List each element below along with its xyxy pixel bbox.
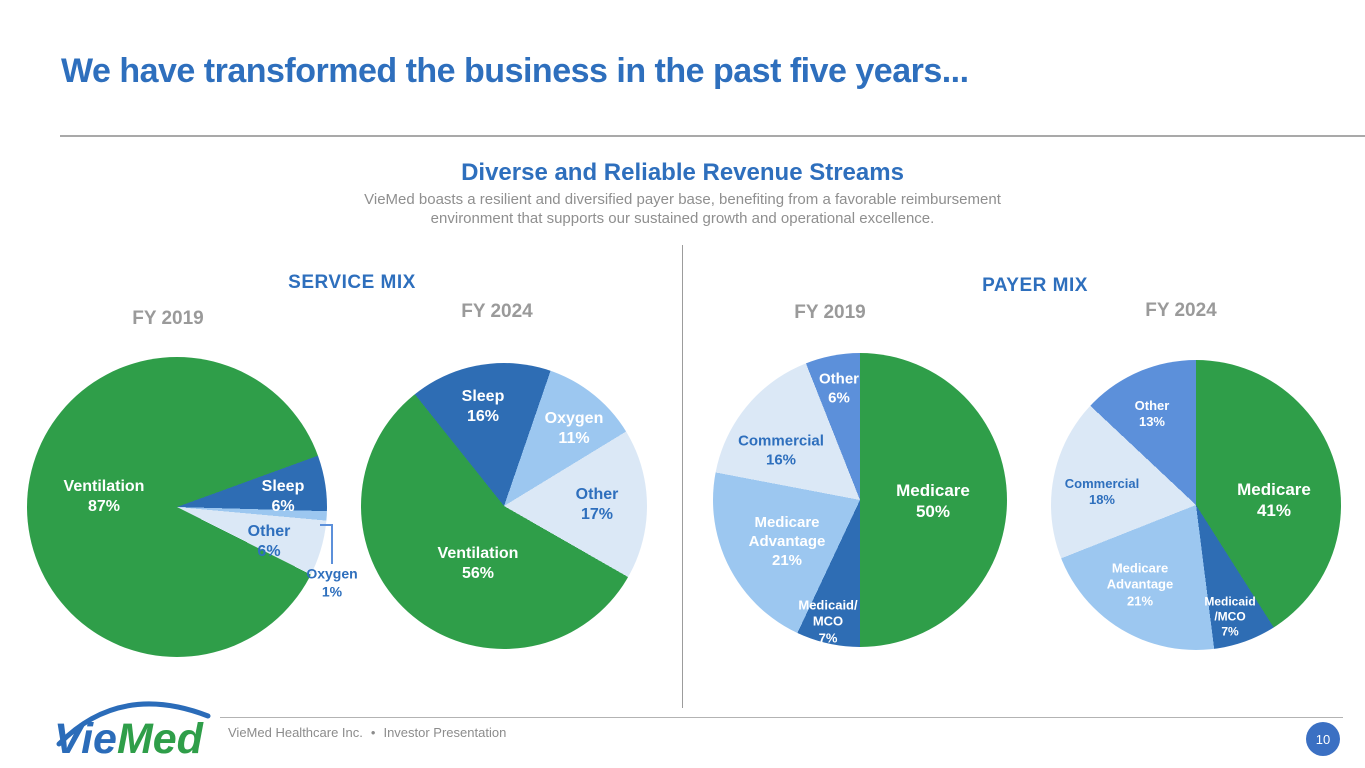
- pie-label-medicare-advantage-2024: Medicare Advantage 21%: [1106, 560, 1174, 609]
- logo-swoosh: [56, 701, 211, 747]
- pie-label-commercial-2024: Commercial 18%: [1064, 475, 1140, 507]
- pie-label-oxygen-2019: Oxygen 1%: [306, 565, 358, 600]
- pie-label-ventilation-2019: Ventilation 87%: [63, 478, 145, 515]
- slide-title: We have transformed the business in the …: [61, 52, 969, 90]
- pie-payer-2019: [713, 353, 1007, 647]
- payer-mix-heading: PAYER MIX: [982, 275, 1088, 296]
- pie-service-2019: [27, 357, 327, 657]
- pie-label-other-2024: Other 17%: [575, 486, 619, 523]
- fy-label-payer-2024: FY 2024: [1145, 300, 1217, 321]
- pie-payer-2024: [1051, 360, 1341, 650]
- page-number-badge: 10: [1306, 722, 1340, 756]
- pie-label-other-2019: Other 6%: [247, 523, 291, 560]
- pie-service-2024: [361, 363, 647, 649]
- pie-label-sleep-2024: Sleep 16%: [461, 388, 505, 425]
- pie-label-medicare-advantage-2019: Medicare Advantage 21%: [748, 513, 826, 569]
- company-name: VieMed Healthcare Inc.: [228, 725, 363, 740]
- pie-label-ventilation-2024: Ventilation 56%: [437, 545, 519, 582]
- pie-label-commercial-2019: Commercial 16%: [738, 432, 824, 468]
- footer-divider: [220, 717, 1343, 718]
- viemed-logo: VieMed: [54, 701, 211, 762]
- oxygen-callout-line: [320, 524, 333, 564]
- bullet-separator: •: [370, 725, 376, 740]
- pie-label-medicare-2024: Medicare 41%: [1237, 479, 1311, 520]
- fy-label-service-2019: FY 2019: [132, 308, 204, 329]
- pie-label-medicare-2019: Medicare 50%: [896, 480, 970, 521]
- logo-text: VieMed: [54, 715, 204, 762]
- pie-label-payer-other-2024: Other 13%: [1134, 397, 1170, 429]
- pie-label-medicaid-mco-2024: Medicaid /MCO 7%: [1204, 594, 1256, 639]
- section-description: VieMed boasts a resilient and diversifie…: [364, 191, 1001, 227]
- footer-text: VieMed Healthcare Inc. • Investor Presenta…: [228, 725, 506, 740]
- pie-label-medicaid-mco-2019: Medicaid/ MCO 7%: [798, 597, 858, 646]
- page-number: 10: [1315, 731, 1331, 747]
- fy-label-service-2024: FY 2024: [461, 301, 533, 322]
- pie-label-sleep-2019: Sleep 6%: [261, 478, 305, 515]
- section-subtitle: Diverse and Reliable Revenue Streams: [461, 159, 904, 186]
- title-divider: [60, 135, 1365, 137]
- pie-label-payer-other-2019: Other 6%: [818, 370, 860, 406]
- section-divider: [682, 245, 683, 708]
- service-mix-heading: SERVICE MIX: [288, 272, 416, 293]
- fy-label-payer-2019: FY 2019: [794, 302, 866, 323]
- presentation-label: Investor Presentation: [383, 725, 507, 740]
- pie-label-oxygen-2024: Oxygen 11%: [544, 410, 604, 447]
